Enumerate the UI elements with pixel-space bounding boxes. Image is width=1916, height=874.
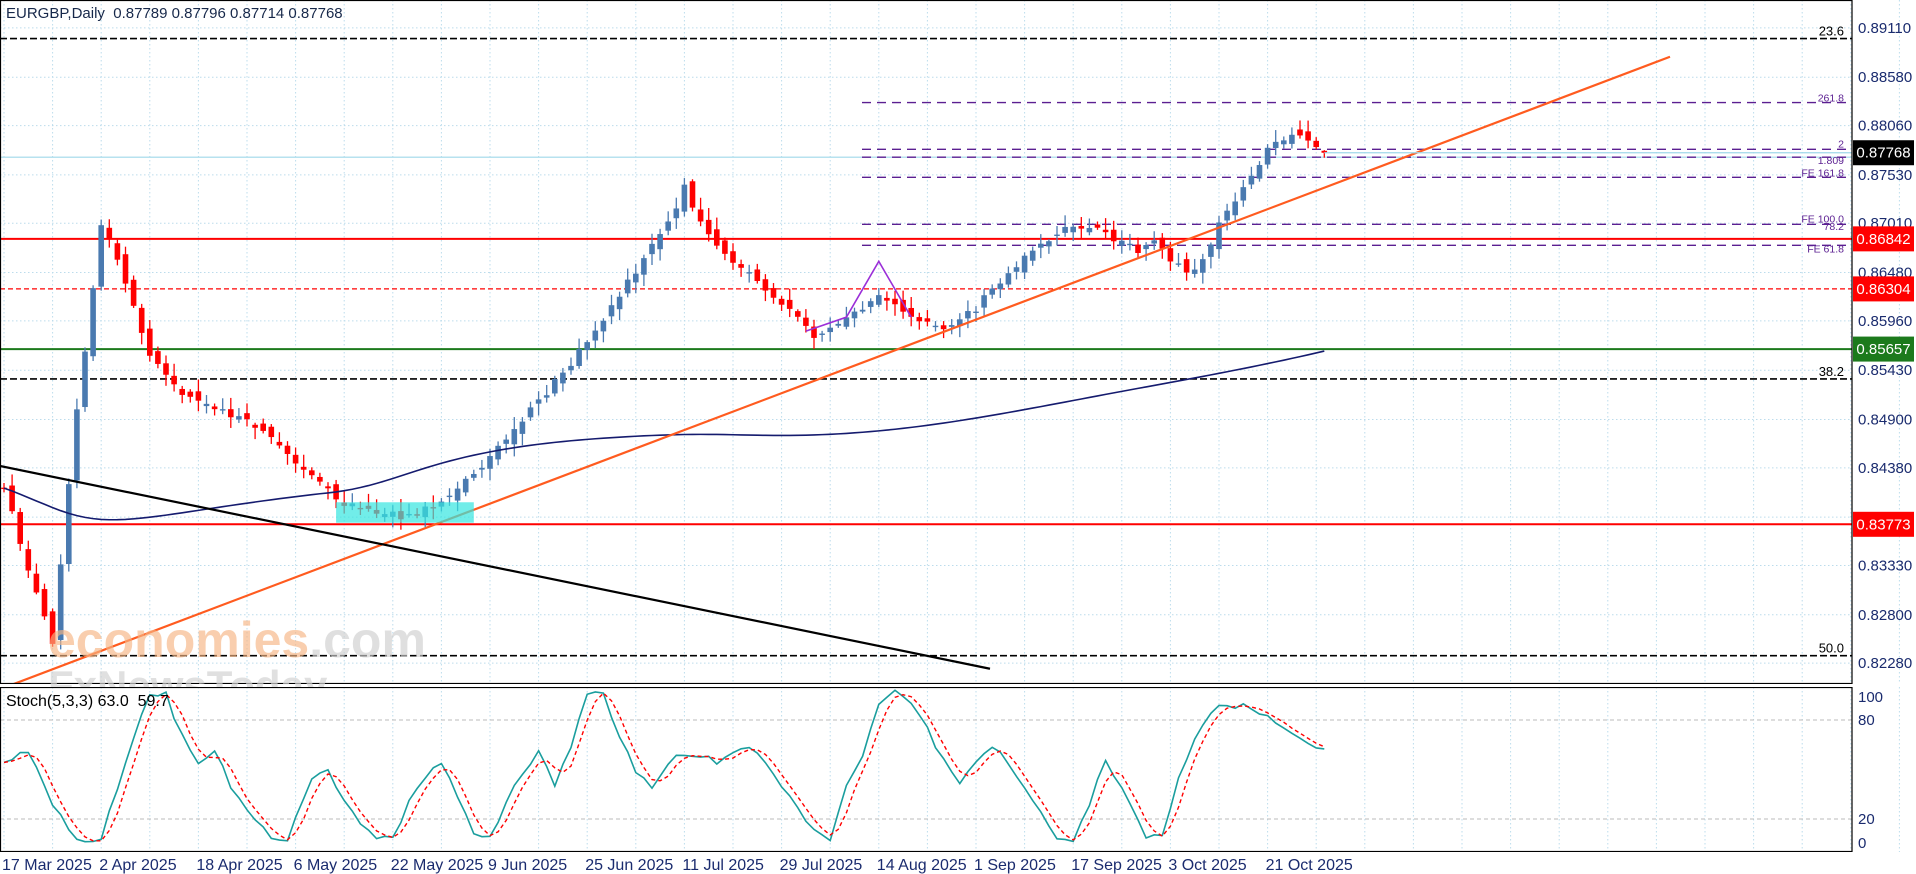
- svg-text:0.86304: 0.86304: [1856, 281, 1910, 298]
- svg-text:1.809: 1.809: [1818, 155, 1844, 167]
- svg-text:2: 2: [1838, 138, 1844, 150]
- svg-text:0.84900: 0.84900: [1858, 411, 1912, 428]
- svg-text:0.85657: 0.85657: [1856, 341, 1910, 358]
- svg-text:38.2: 38.2: [1819, 364, 1844, 379]
- svg-text:0: 0: [1858, 835, 1866, 852]
- svg-text:0.87530: 0.87530: [1858, 167, 1912, 184]
- svg-text:0.84380: 0.84380: [1858, 460, 1912, 477]
- svg-text:0.88580: 0.88580: [1858, 69, 1912, 86]
- svg-text:FE 100.0: FE 100.0: [1801, 213, 1844, 225]
- svg-text:100: 100: [1858, 689, 1883, 706]
- svg-text:0.87768: 0.87768: [1856, 145, 1910, 162]
- svg-text:0.88060: 0.88060: [1858, 118, 1912, 135]
- svg-text:0.82800: 0.82800: [1858, 607, 1912, 624]
- svg-text:261.8: 261.8: [1818, 93, 1844, 105]
- svg-text:0.86842: 0.86842: [1856, 231, 1910, 248]
- svg-text:0.82280: 0.82280: [1858, 655, 1912, 672]
- svg-text:FE 61.8: FE 61.8: [1807, 243, 1844, 255]
- svg-text:20: 20: [1858, 811, 1875, 828]
- svg-text:0.89110: 0.89110: [1858, 20, 1911, 37]
- svg-text:0.83773: 0.83773: [1856, 516, 1910, 533]
- svg-text:23.6: 23.6: [1819, 24, 1844, 39]
- svg-text:FE 161.8: FE 161.8: [1801, 167, 1844, 179]
- svg-text:0.83330: 0.83330: [1858, 558, 1912, 575]
- svg-text:0.85960: 0.85960: [1858, 313, 1912, 330]
- svg-text:80: 80: [1858, 712, 1875, 729]
- svg-text:50.0: 50.0: [1819, 641, 1844, 656]
- svg-text:0.85430: 0.85430: [1858, 362, 1912, 379]
